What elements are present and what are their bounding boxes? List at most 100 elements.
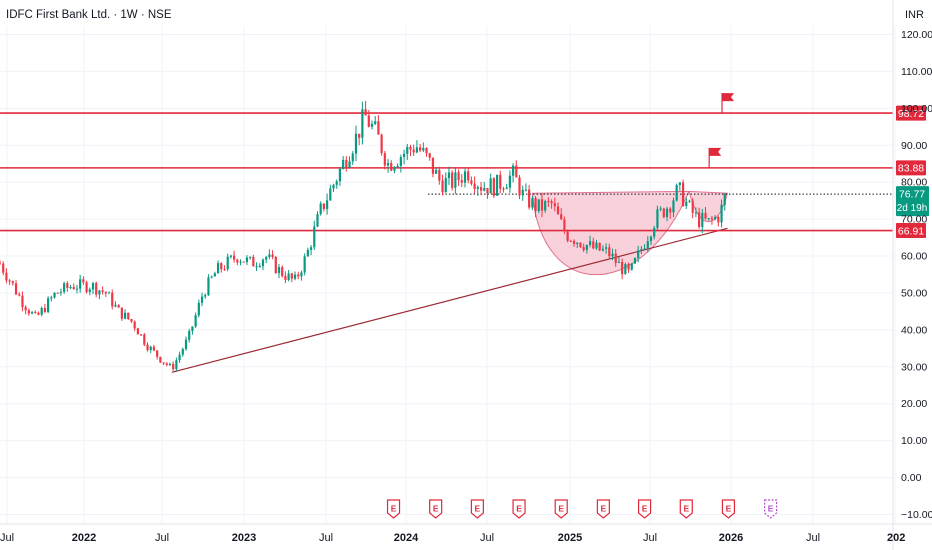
candle-body — [605, 247, 608, 249]
candle-body — [701, 212, 704, 227]
candle-body — [85, 282, 88, 292]
candle-body — [268, 254, 271, 258]
candle-body — [515, 165, 518, 178]
candle-body — [56, 292, 59, 294]
candle-body — [508, 175, 511, 188]
price-levels[interactable]: 98.72 83.88 66.91 76.77 2d 19h — [0, 105, 929, 239]
candle-body — [159, 356, 162, 363]
candle-body — [364, 109, 367, 116]
candle-body — [79, 279, 82, 289]
candle-body — [386, 163, 390, 166]
flag-markers[interactable] — [708, 93, 735, 168]
candle-body — [467, 171, 470, 181]
support-trendline — [171, 227, 728, 373]
candle-body — [11, 281, 14, 284]
price-level-label: 98.72 — [898, 108, 924, 120]
candle-body — [104, 291, 107, 294]
candle-body — [101, 290, 104, 292]
candle-body — [512, 165, 515, 176]
x-tick-label: 2022 — [72, 532, 96, 544]
earnings-letter: E — [558, 504, 564, 514]
candle-body — [24, 307, 27, 311]
candle-body — [582, 247, 585, 251]
candle-body — [399, 157, 402, 166]
candle-body — [665, 208, 669, 218]
candle-body — [678, 182, 681, 186]
candle-body — [611, 253, 614, 257]
candle-body — [348, 161, 351, 168]
candle-body — [82, 279, 85, 283]
candle-body — [63, 283, 66, 292]
candle-body — [422, 148, 425, 151]
candle-body — [553, 203, 556, 207]
candle-body — [528, 189, 531, 208]
y-tick-label: −10.00 — [901, 509, 932, 521]
earnings-marker — [679, 499, 693, 519]
candle-body — [550, 201, 553, 204]
candle-body — [229, 255, 232, 257]
candle-body — [239, 261, 242, 263]
y-tick-label: 60.00 — [901, 251, 927, 263]
candle-body — [608, 247, 611, 257]
x-tick-label: Jul — [643, 532, 657, 544]
candle-body — [393, 167, 396, 171]
candle-body — [18, 294, 21, 296]
candle-body — [37, 312, 40, 315]
candle-body — [681, 182, 685, 207]
candle-body — [572, 240, 576, 244]
earnings-marker — [386, 499, 401, 519]
candle-body — [2, 263, 5, 273]
candle-body — [406, 146, 409, 154]
candle-body — [146, 344, 149, 351]
candle-body — [486, 188, 489, 194]
candle-body — [236, 259, 239, 263]
candle-body — [441, 180, 444, 193]
candle-body — [290, 273, 293, 279]
candle-body — [460, 180, 463, 183]
countdown-label: 2d 19h — [897, 203, 928, 214]
x-tick-label: Jul — [806, 532, 820, 544]
earnings-letter: E — [642, 504, 648, 514]
candle-body — [688, 200, 691, 202]
candle-body — [435, 170, 438, 174]
candle-body — [130, 318, 133, 322]
candle-body — [351, 153, 354, 162]
candle-body — [111, 292, 114, 307]
x-tick-label: Jul — [155, 532, 169, 544]
candle-body — [479, 187, 483, 191]
candle-body — [210, 276, 213, 278]
x-tick-label: Jul — [0, 532, 14, 544]
trendline[interactable] — [171, 227, 728, 373]
candle-body — [707, 218, 710, 220]
y-tick-label: 120.00 — [901, 29, 932, 41]
candle-body — [698, 212, 701, 227]
candle-body — [309, 247, 313, 250]
candle-body — [662, 208, 665, 218]
candle-body — [588, 241, 592, 245]
candle-body — [544, 201, 547, 211]
candle-body — [178, 354, 181, 361]
candle-body — [338, 168, 342, 182]
candle-body — [470, 180, 473, 184]
x-tick-label: 2023 — [232, 532, 256, 544]
candle-body — [50, 297, 53, 299]
candle-body — [316, 214, 319, 227]
candle-body — [672, 200, 675, 213]
candle-body — [30, 312, 34, 314]
candle-body — [621, 261, 624, 275]
candle-body — [271, 254, 274, 257]
candle-body — [691, 200, 694, 213]
candlesticks[interactable] — [0, 100, 726, 372]
candle-body — [5, 272, 8, 281]
candle-body — [492, 178, 495, 196]
symbol-title[interactable]: IDFC First Bank Ltd. · 1W · NSE — [6, 9, 172, 21]
candle-body — [463, 171, 467, 183]
candle-body — [576, 242, 579, 244]
candle-body — [646, 241, 649, 249]
candle-body — [704, 212, 707, 219]
x-tick-label: Jul — [319, 532, 333, 544]
currency-label[interactable]: INR — [905, 9, 924, 21]
candle-body — [531, 198, 534, 208]
